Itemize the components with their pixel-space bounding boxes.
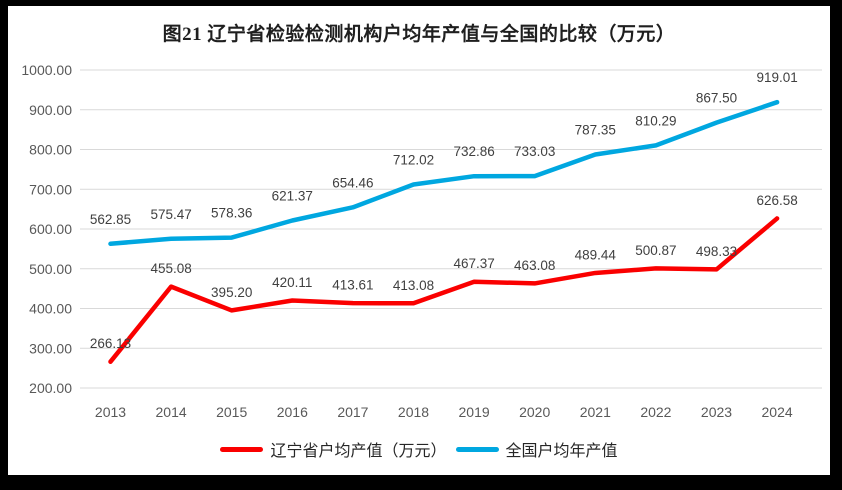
x-tick-label: 2019 [459, 404, 490, 420]
data-label-national: 654.46 [332, 175, 373, 190]
x-tick-label: 2018 [398, 404, 429, 420]
x-tick-label: 2015 [216, 404, 247, 420]
legend-item-national: 全国户均年产值 [455, 437, 618, 461]
data-label-liaoning: 420.11 [272, 275, 312, 290]
x-tick-label: 2021 [580, 404, 611, 420]
data-label-national: 578.36 [211, 206, 252, 221]
legend-label-national: 全国户均年产值 [505, 443, 618, 460]
x-tick-label: 2017 [337, 404, 368, 420]
data-label-liaoning: 266.13 [90, 336, 131, 351]
data-label-national: 575.47 [150, 207, 191, 222]
data-label-liaoning: 489.44 [575, 247, 617, 262]
legend-line-red-swatch [220, 446, 264, 452]
data-label-national: 919.01 [756, 70, 797, 85]
legend-item-liaoning: 辽宁省户均产值（万元） [220, 437, 447, 461]
data-label-national: 867.50 [696, 91, 737, 106]
y-tick-label: 900.00 [29, 102, 72, 118]
data-label-liaoning: 500.87 [635, 243, 676, 258]
data-label-national: 621.37 [272, 189, 313, 204]
data-label-liaoning: 455.08 [150, 261, 191, 276]
x-tick-label: 2016 [277, 404, 308, 420]
data-label-national: 787.35 [575, 123, 616, 138]
y-tick-label: 500.00 [29, 261, 72, 277]
x-tick-label: 2020 [519, 404, 550, 420]
x-tick-label: 2013 [95, 404, 126, 420]
chart-canvas: 图21 辽宁省检验检测机构户均年产值与全国的比较（万元） 200.00 300.0… [8, 6, 830, 475]
y-tick-label: 200.00 [29, 380, 72, 396]
data-label-liaoning: 413.08 [393, 278, 434, 293]
data-label-national: 732.86 [453, 144, 494, 159]
data-label-national: 733.03 [514, 144, 555, 159]
data-label-liaoning: 413.61 [332, 278, 373, 293]
series-line-national [108, 99, 780, 247]
data-label-liaoning: 498.33 [696, 244, 737, 259]
y-tick-label: 1000.00 [21, 62, 72, 78]
chart-legend: 辽宁省户均产值（万元） 全国户均年产值 [8, 437, 830, 461]
data-label-national: 712.02 [393, 152, 434, 167]
data-label-liaoning: 463.08 [514, 258, 555, 273]
data-label-national: 562.85 [90, 212, 131, 227]
data-label-national: 810.29 [635, 113, 676, 128]
x-tick-label: 2023 [701, 404, 732, 420]
y-tick-label: 300.00 [29, 340, 72, 356]
x-tick-label: 2024 [762, 404, 793, 420]
y-tick-label: 800.00 [29, 142, 72, 158]
data-label-liaoning: 395.20 [211, 285, 252, 300]
data-label-liaoning: 467.37 [453, 256, 494, 271]
y-tick-label: 400.00 [29, 301, 72, 317]
y-tick-label: 700.00 [29, 181, 72, 197]
series-line-liaoning [108, 216, 780, 364]
x-tick-label: 2022 [640, 404, 671, 420]
legend-line-blue-swatch [455, 446, 499, 452]
legend-label-liaoning: 辽宁省户均产值（万元） [270, 443, 447, 460]
data-label-liaoning: 626.58 [756, 193, 797, 208]
y-tick-label: 600.00 [29, 221, 72, 237]
chart-title: 图21 辽宁省检验检测机构户均年产值与全国的比较（万元） [162, 24, 676, 45]
chart-svg: 200.00 300.00 400.00 500.00 600.00 700.00 800.… [21, 62, 822, 420]
x-tick-label: 2014 [156, 404, 187, 420]
